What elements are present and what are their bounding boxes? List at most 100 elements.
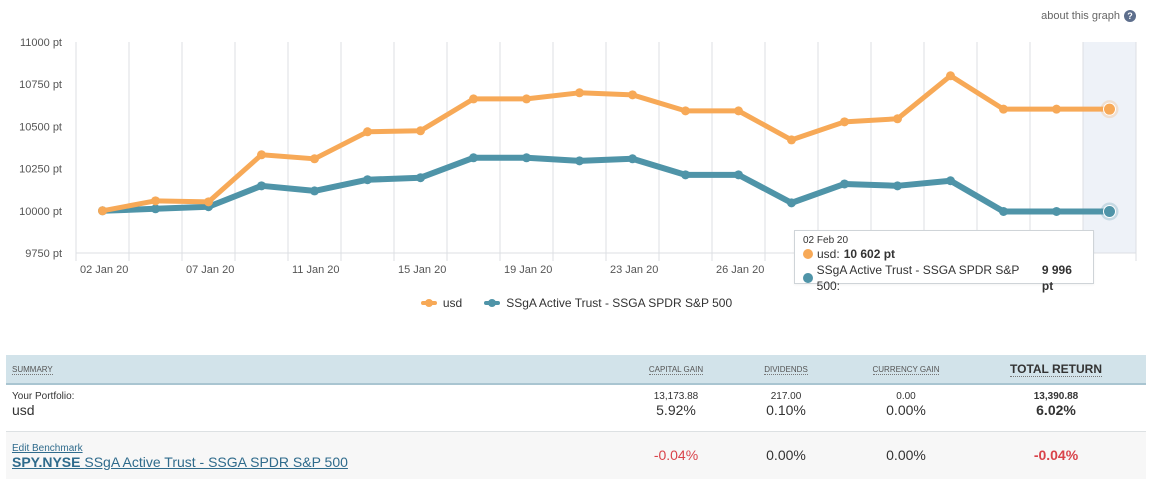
data-point bbox=[151, 196, 160, 206]
series-layer bbox=[98, 71, 1119, 221]
data-point bbox=[310, 186, 319, 196]
header-capital-gain[interactable]: CAPITAL GAIN bbox=[648, 364, 704, 375]
about-this-graph-label: about this graph bbox=[1041, 10, 1120, 22]
about-this-graph-link[interactable]: about this graph ? bbox=[1041, 10, 1136, 22]
data-point bbox=[1103, 204, 1116, 218]
total-return-pct: 6.02% bbox=[1036, 402, 1076, 418]
chart-legend: usd SSgA Active Trust - SSGA SPDR S&P 50… bbox=[0, 296, 1153, 310]
total-return-amount: 13,390.88 bbox=[1033, 391, 1079, 402]
data-point bbox=[575, 156, 584, 166]
y-tick-label: 9750 pt bbox=[25, 248, 62, 260]
data-point bbox=[469, 94, 478, 104]
dividends-pct: 0.10% bbox=[766, 402, 806, 418]
tooltip-label: SSgA Active Trust - SSGA SPDR S&P 500: bbox=[816, 263, 1020, 293]
chart-tooltip: 02 Feb 20 usd: 10 602 pt SSgA Active Tru… bbox=[794, 230, 1094, 293]
portfolio-row: Your Portfolio: usd 13,173.88 5.92% 217.… bbox=[6, 384, 1146, 431]
header-currency-gain[interactable]: CURRENCY GAIN bbox=[872, 364, 940, 375]
data-point bbox=[257, 181, 266, 191]
data-point bbox=[363, 127, 372, 137]
x-tick-label: 19 Jan 20 bbox=[504, 264, 552, 276]
data-point bbox=[681, 106, 690, 116]
data-point bbox=[628, 90, 637, 100]
series-usd bbox=[98, 71, 1119, 216]
y-tick-label: 10750 pt bbox=[19, 79, 62, 91]
header-total-return[interactable]: TOTAL RETURN bbox=[1010, 362, 1102, 377]
tooltip-row-benchmark: SSgA Active Trust - SSGA SPDR S&P 500: 9… bbox=[803, 262, 1085, 294]
usd-series-dot-icon bbox=[803, 249, 813, 259]
benchmark-link[interactable]: SPY.NYSE SSgA Active Trust - SSGA SPDR S… bbox=[12, 454, 348, 470]
data-point bbox=[787, 198, 796, 208]
data-point bbox=[310, 154, 319, 164]
data-point bbox=[1103, 102, 1116, 116]
data-point bbox=[628, 154, 637, 164]
capital-gain-amount: 13,173.88 bbox=[653, 391, 699, 402]
benchmark-total-return-pct: -0.04% bbox=[1033, 446, 1079, 463]
tooltip-value: 9 996 pt bbox=[1041, 263, 1072, 293]
data-point bbox=[1052, 104, 1061, 114]
series-benchmark bbox=[98, 153, 1119, 221]
portfolio-label: Your Portfolio: bbox=[12, 391, 75, 402]
data-point bbox=[999, 206, 1008, 216]
data-point bbox=[363, 175, 372, 185]
header-summary: SUMMARY bbox=[12, 364, 53, 375]
edit-benchmark-link[interactable]: Edit Benchmark bbox=[12, 442, 83, 454]
dividends-amount: 217.00 bbox=[770, 391, 802, 402]
data-point bbox=[416, 126, 425, 136]
data-point bbox=[1052, 206, 1061, 216]
summary-header-row: SUMMARY CAPITAL GAIN DIVIDENDS CURRENCY … bbox=[6, 355, 1146, 384]
line-chart: 9750 pt 10000 pt 10250 pt 10500 pt 10750 pt 1… bbox=[19, 37, 1137, 276]
y-tick-label: 10250 pt bbox=[19, 164, 62, 176]
data-point bbox=[840, 179, 849, 189]
x-tick-label: 26 Jan 20 bbox=[716, 264, 764, 276]
data-point bbox=[734, 170, 743, 180]
x-axis: 02 Jan 20 07 Jan 20 11 Jan 20 15 Jan 20 19 J… bbox=[80, 264, 764, 276]
data-point bbox=[98, 206, 107, 216]
data-point bbox=[893, 114, 902, 124]
benchmark-legend-symbol-icon bbox=[484, 299, 501, 307]
data-point bbox=[575, 88, 584, 98]
data-point bbox=[787, 135, 796, 145]
data-point bbox=[522, 94, 531, 104]
data-point bbox=[999, 104, 1008, 114]
data-point bbox=[946, 71, 955, 81]
legend-label: usd bbox=[442, 296, 463, 310]
series-line bbox=[99, 154, 1113, 215]
help-icon: ? bbox=[1124, 10, 1136, 22]
benchmark-currency-gain-pct: 0.00% bbox=[886, 446, 926, 463]
tooltip-row-usd: usd: 10 602 pt bbox=[803, 246, 1085, 262]
data-point bbox=[681, 170, 690, 180]
data-point bbox=[946, 176, 955, 186]
legend-item-usd[interactable]: usd bbox=[420, 296, 463, 310]
data-point bbox=[416, 173, 425, 183]
data-point bbox=[469, 153, 478, 163]
summary-table: SUMMARY CAPITAL GAIN DIVIDENDS CURRENCY … bbox=[6, 355, 1146, 479]
hover-highlight-band bbox=[1083, 42, 1136, 253]
header-dividends[interactable]: DIVIDENDS bbox=[764, 364, 808, 375]
x-tick-label: 02 Jan 20 bbox=[80, 264, 128, 276]
x-tick-label: 23 Jan 20 bbox=[610, 264, 658, 276]
capital-gain-pct: 5.92% bbox=[656, 402, 696, 418]
data-point bbox=[840, 117, 849, 127]
x-tick-label: 07 Jan 20 bbox=[186, 264, 234, 276]
currency-gain-pct: 0.00% bbox=[886, 402, 926, 418]
benchmark-row: Edit Benchmark SPY.NYSE SSgA Active Trus… bbox=[6, 431, 1146, 479]
x-tick-label: 15 Jan 20 bbox=[398, 264, 446, 276]
x-tick-label: 11 Jan 20 bbox=[292, 264, 340, 276]
y-axis: 9750 pt 10000 pt 10250 pt 10500 pt 10750 pt 1… bbox=[19, 37, 62, 260]
benchmark-name: SSgA Active Trust - SSGA SPDR S&P 500 bbox=[84, 453, 348, 470]
data-point bbox=[893, 181, 902, 191]
currency-gain-amount: 0.00 bbox=[896, 391, 916, 402]
benchmark-ticker: SPY.NYSE bbox=[12, 453, 81, 470]
legend-label: SSgA Active Trust - SSGA SPDR S&P 500 bbox=[506, 296, 733, 310]
usd-legend-symbol-icon bbox=[420, 299, 437, 307]
data-point bbox=[204, 197, 213, 207]
portfolio-name: usd bbox=[12, 402, 35, 418]
tooltip-date: 02 Feb 20 bbox=[803, 235, 849, 246]
y-tick-label: 10000 pt bbox=[19, 206, 62, 218]
tooltip-value: 10 602 pt bbox=[843, 247, 896, 261]
grid-layer bbox=[75, 42, 1137, 261]
legend-item-benchmark[interactable]: SSgA Active Trust - SSGA SPDR S&P 500 bbox=[484, 296, 732, 310]
y-tick-label: 11000 pt bbox=[20, 37, 62, 49]
tooltip-label: usd: bbox=[817, 247, 840, 261]
data-point bbox=[257, 150, 266, 160]
